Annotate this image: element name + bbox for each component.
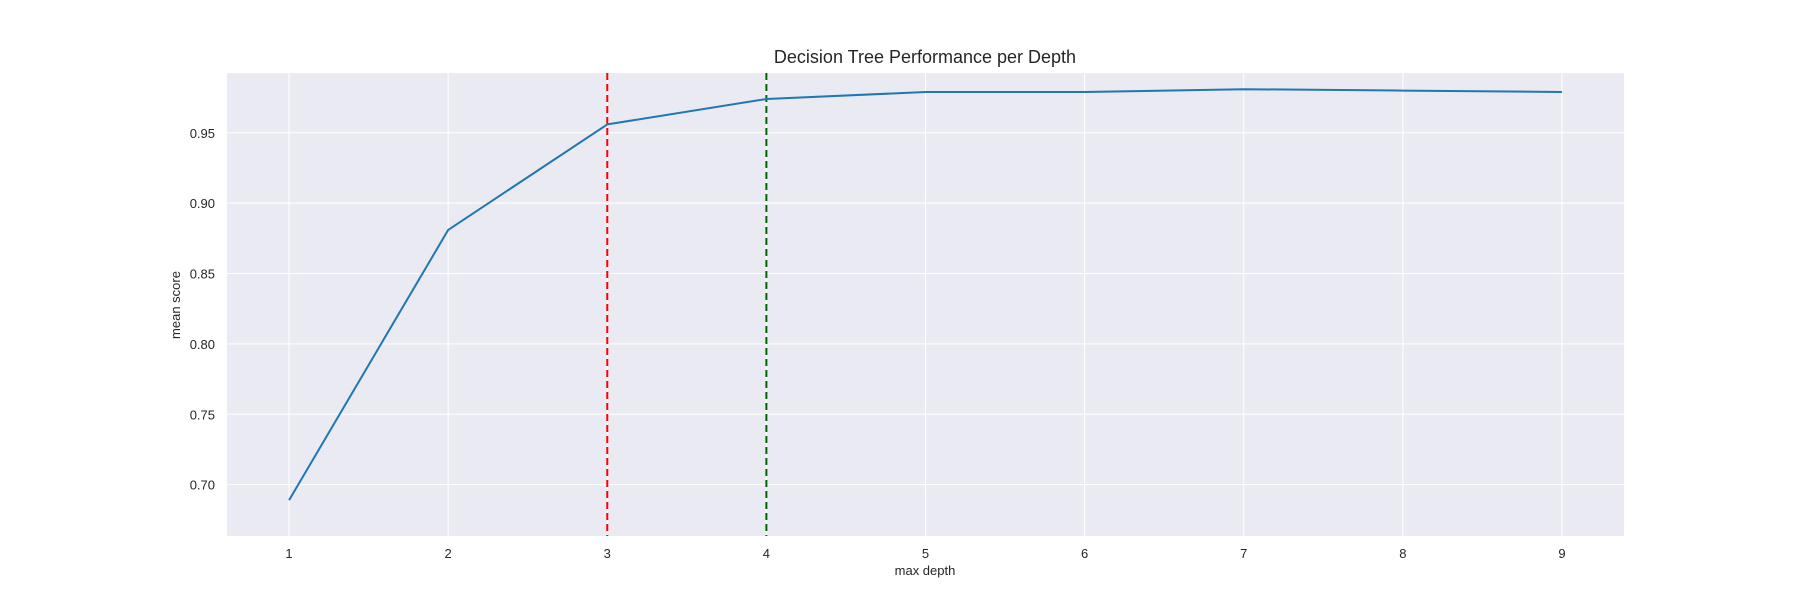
- x-tick-label: 1: [285, 546, 292, 561]
- y-axis-label: mean score: [168, 271, 183, 339]
- x-tick-label: 5: [922, 546, 929, 561]
- y-tick-label: 0.80: [190, 337, 215, 352]
- x-tick-label: 3: [604, 546, 611, 561]
- y-tick-label: 0.95: [190, 126, 215, 141]
- chart-title: Decision Tree Performance per Depth: [774, 47, 1076, 67]
- x-axis-label: max depth: [895, 563, 956, 578]
- y-tick-label: 0.90: [190, 196, 215, 211]
- y-tick-label: 0.75: [190, 407, 215, 422]
- x-tick-label: 7: [1240, 546, 1247, 561]
- y-tick-label: 0.70: [190, 478, 215, 493]
- x-axis-ticks: 1 2 3 4 5 6 7 8 9: [285, 546, 1565, 561]
- y-axis-ticks: 0.70 0.75 0.80 0.85 0.90 0.95: [190, 126, 215, 493]
- x-tick-label: 2: [445, 546, 452, 561]
- reference-lines: [606, 73, 768, 536]
- series: [288, 88, 1563, 501]
- x-tick-label: 6: [1081, 546, 1088, 561]
- x-tick-label: 4: [763, 546, 770, 561]
- x-tick-label: 8: [1399, 546, 1406, 561]
- y-tick-label: 0.85: [190, 267, 215, 282]
- x-tick-label: 9: [1558, 546, 1565, 561]
